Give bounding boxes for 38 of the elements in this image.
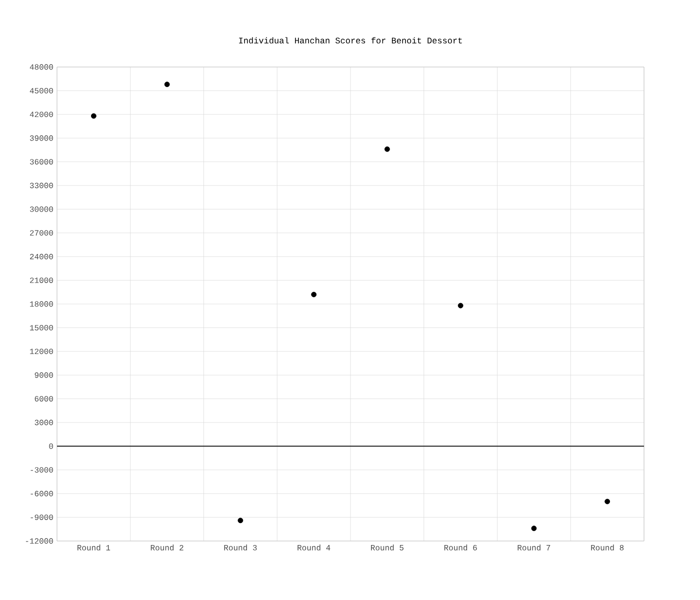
point <box>604 498 610 504</box>
x-tick-label: Round 8 <box>591 544 624 550</box>
chart-title: Individual Hanchan Scores for Benoit Dessort <box>239 37 462 44</box>
y-tick-label: 39000 <box>30 135 53 141</box>
y-tick-label: 6000 <box>34 396 53 402</box>
point <box>458 302 464 308</box>
y-tick-label: -3000 <box>30 467 53 473</box>
y-tick-label: 27000 <box>30 230 53 236</box>
y-tick-label: 12000 <box>30 348 53 354</box>
x-tick-label: Round 3 <box>224 544 257 550</box>
y-tick-label: 18000 <box>30 301 53 307</box>
y-tick-label: 24000 <box>30 254 53 260</box>
y-tick-label: 33000 <box>30 182 53 188</box>
point <box>311 292 317 298</box>
point <box>238 518 244 524</box>
x-tick-label: Round 5 <box>371 544 404 550</box>
point <box>90 113 96 119</box>
x-tick-label: Round 2 <box>150 544 184 550</box>
x-tick-label: Round 4 <box>298 544 330 550</box>
y-tick-label: 36000 <box>30 159 53 165</box>
y-tick-label: 42000 <box>30 112 53 118</box>
y-tick-label: 48000 <box>30 64 53 70</box>
y-tick-label: 30000 <box>30 206 53 212</box>
x-tick-label: Round 7 <box>518 544 550 550</box>
y-tick-label: -12000 <box>26 538 53 544</box>
x-tick-label: Round 1 <box>78 544 110 550</box>
y-tick-label: -9000 <box>30 514 53 520</box>
y-tick-label: 15000 <box>30 324 53 330</box>
y-tick-label: 3000 <box>34 420 53 426</box>
y-tick-label: -6000 <box>30 490 53 496</box>
y-tick-label: 0 <box>49 443 53 449</box>
y-tick-label: 45000 <box>30 88 53 94</box>
point <box>164 82 170 88</box>
point <box>531 526 537 532</box>
point <box>384 146 390 152</box>
x-tick-label: Round 6 <box>444 544 477 550</box>
y-tick-label: 9000 <box>34 372 53 378</box>
y-tick-label: 21000 <box>30 278 53 284</box>
